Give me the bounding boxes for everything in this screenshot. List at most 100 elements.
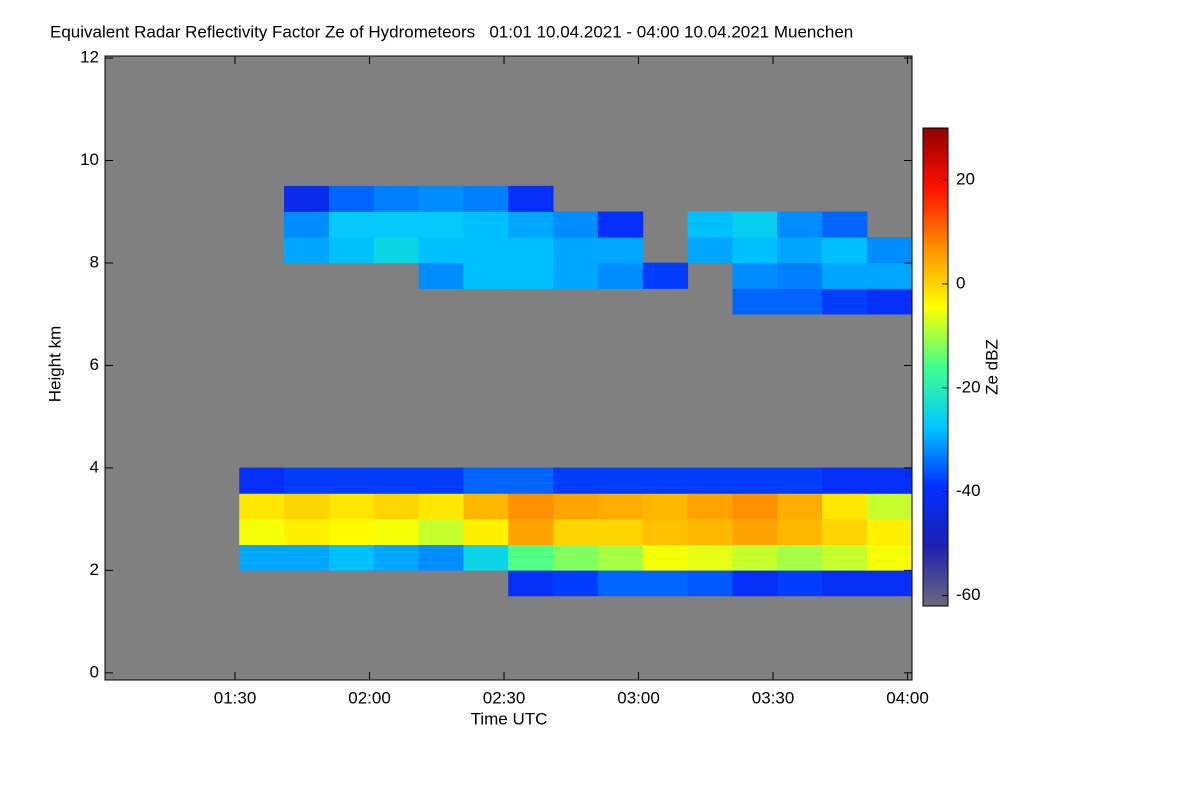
heatmap-cell [866, 288, 912, 315]
y-tick-label: 2 [90, 560, 99, 579]
y-tick-label: 0 [90, 662, 99, 681]
colorbar-tick-label: 0 [956, 273, 965, 292]
heatmap-cell [732, 262, 778, 289]
heatmap-cell [373, 237, 420, 264]
heatmap-cell [373, 211, 420, 238]
heatmap-cell [553, 211, 599, 238]
heatmap-cell [239, 467, 285, 494]
heatmap-cell [508, 493, 554, 520]
heatmap-cell [642, 493, 689, 520]
heatmap-cell [418, 467, 464, 494]
heatmap-cell [463, 467, 509, 494]
heatmap-cell [866, 237, 912, 264]
y-tick-label: 4 [90, 457, 99, 476]
y-tick-label: 10 [80, 150, 99, 169]
heatmap-cell [508, 518, 554, 545]
heatmap-cell [732, 211, 778, 238]
heatmap-cell [642, 518, 689, 545]
heatmap-cell [687, 211, 733, 238]
chart-title: Equivalent Radar Reflectivity Factor Ze … [50, 22, 853, 41]
heatmap-cell [508, 467, 554, 494]
heatmap-cell [508, 262, 554, 289]
heatmap-cell [687, 518, 733, 545]
heatmap-cell [866, 493, 912, 520]
heatmap-cell [239, 544, 285, 571]
y-tick-label: 12 [80, 48, 99, 67]
heatmap-cell [328, 237, 375, 264]
heatmap-cell [777, 493, 823, 520]
heatmap-cell [239, 518, 285, 545]
heatmap-cell [822, 467, 868, 494]
heatmap-cell [239, 493, 285, 520]
heatmap-cell [508, 211, 554, 238]
heatmap-cell [373, 544, 420, 571]
heatmap-cell [822, 237, 868, 264]
plot-area [105, 56, 912, 680]
heatmap-cell [463, 518, 509, 545]
y-tick-label: 6 [90, 355, 99, 374]
plot-frame [104, 55, 913, 681]
heatmap-cell [328, 185, 375, 212]
heatmap-cell [463, 544, 509, 571]
heatmap-cell [642, 570, 689, 597]
heatmap-cell [687, 467, 733, 494]
heatmap-cell [597, 237, 644, 264]
heatmap-cell [822, 288, 868, 315]
heatmap-cell [373, 467, 420, 494]
heatmap-cell [777, 570, 823, 597]
heatmap-cell [597, 262, 644, 289]
x-tick-label: 03:00 [617, 688, 660, 707]
heatmap-cell [418, 237, 464, 264]
heatmap-cell [777, 237, 823, 264]
heatmap-cell [328, 544, 375, 571]
heatmap-cell [553, 570, 599, 597]
heatmap-cell [777, 518, 823, 545]
heatmap-cell [284, 493, 330, 520]
heatmap-cell [418, 211, 464, 238]
x-tick-label: 02:30 [483, 688, 526, 707]
colorbar-tick-label: -20 [956, 377, 981, 396]
heatmap-cell [866, 467, 912, 494]
heatmap-cell [418, 262, 464, 289]
heatmap-cell [777, 288, 823, 315]
colorbar-label: Ze dBZ [982, 339, 1001, 395]
heatmap-cell [732, 544, 778, 571]
heatmap-cell [463, 493, 509, 520]
heatmap-cell [777, 211, 823, 238]
heatmap-cell [687, 493, 733, 520]
heatmap-cell [328, 211, 375, 238]
heatmap-cell [553, 237, 599, 264]
colorbar-tick-label: -40 [956, 481, 981, 500]
x-tick-label: 03:30 [752, 688, 795, 707]
heatmap-cell [463, 211, 509, 238]
heatmap-cell [508, 185, 554, 212]
heatmap-cell [732, 570, 778, 597]
x-tick-label: 01:30 [214, 688, 257, 707]
heatmap-cell [508, 570, 554, 597]
heatmap-cell [822, 262, 868, 289]
heatmap-cell [642, 544, 689, 571]
heatmap-cell [822, 493, 868, 520]
heatmap-cell [777, 262, 823, 289]
colorbar [922, 127, 949, 607]
heatmap-cell [284, 185, 330, 212]
heatmap-cell [732, 467, 778, 494]
heatmap-cell [777, 544, 823, 571]
heatmap-cell [373, 185, 420, 212]
heatmap-cell [508, 237, 554, 264]
heatmap-cell [284, 237, 330, 264]
heatmap-cell [418, 544, 464, 571]
heatmap-cell [553, 544, 599, 571]
heatmap-cell [866, 518, 912, 545]
heatmap-cell [597, 211, 644, 238]
heatmap-cell [553, 467, 599, 494]
colorbar-tick-label: -60 [956, 585, 981, 604]
heatmap-cell [553, 493, 599, 520]
heatmap-cell [597, 493, 644, 520]
heatmap-cell [418, 185, 464, 212]
heatmap-cell [597, 518, 644, 545]
heatmap-cell [642, 467, 689, 494]
heatmap-cell [687, 237, 733, 264]
heatmap-cell [866, 570, 912, 597]
